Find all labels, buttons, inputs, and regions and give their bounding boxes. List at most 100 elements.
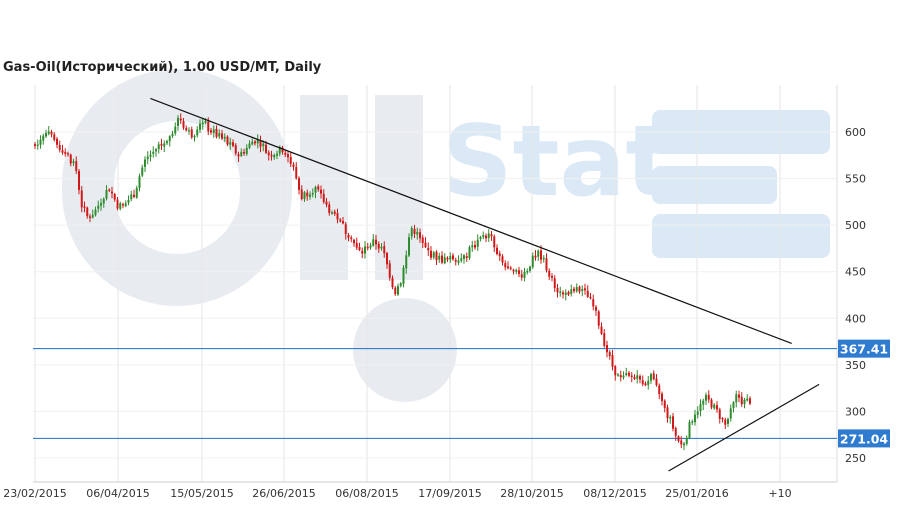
candle-body-133 [399, 283, 402, 286]
candle-246 [710, 398, 713, 410]
candle-body-97 [300, 189, 303, 200]
candle-body-12 [67, 153, 69, 155]
candle-7 [53, 132, 56, 142]
candle-body-54 [182, 121, 185, 128]
candle-172 [507, 261, 509, 270]
candle-body-174 [512, 269, 515, 272]
candle-body-36 [133, 194, 135, 197]
candle-136 [408, 233, 410, 258]
candle-22 [94, 206, 97, 217]
candle-164 [485, 233, 487, 243]
watermark-bar-3 [652, 214, 830, 258]
candle-body-233 [674, 428, 677, 436]
candle-body-258 [743, 399, 746, 404]
candle-body-84 [265, 144, 267, 153]
candle-body-221 [641, 380, 644, 385]
candle-257 [740, 392, 743, 407]
candle-74 [237, 151, 240, 162]
candle-body-124 [375, 239, 377, 245]
candle-27 [108, 188, 111, 193]
candle-205 [597, 309, 600, 329]
candle-body-69 [223, 136, 226, 139]
x-tick-label-3: 26/06/2015 [252, 487, 315, 500]
candle-6 [50, 129, 53, 138]
candle-128 [386, 251, 388, 269]
candle-body-103 [317, 186, 320, 190]
candle-197 [575, 283, 578, 293]
candle-64 [210, 127, 212, 135]
candle-body-81 [256, 139, 259, 144]
candle-body-30 [116, 199, 119, 209]
candle-165 [487, 229, 490, 243]
candle-216 [628, 370, 630, 378]
candle-25 [102, 197, 105, 208]
candle-80 [254, 140, 256, 146]
candle-body-162 [479, 237, 482, 239]
candle-24 [100, 198, 102, 211]
x-tick-label-9: +10 [768, 487, 791, 500]
candle-body-19 [86, 207, 89, 217]
candle-body-204 [595, 307, 597, 311]
candle-50 [171, 130, 174, 138]
candle-212 [617, 373, 619, 377]
candle-155 [460, 253, 463, 263]
candle-body-145 [432, 252, 435, 258]
candle-151 [449, 252, 452, 263]
candle-67 [218, 129, 221, 139]
candle-body-181 [531, 255, 534, 268]
candle-161 [476, 234, 479, 251]
candle-body-217 [630, 375, 633, 378]
candle-41 [146, 151, 149, 165]
candle-body-14 [72, 161, 75, 164]
candle-139 [416, 227, 419, 240]
candle-259 [746, 394, 749, 402]
candle-109 [333, 209, 336, 216]
candle-body-56 [188, 130, 190, 132]
candle-body-23 [97, 205, 100, 209]
candle-31 [119, 201, 122, 211]
candle-body-190 [556, 287, 559, 293]
candle-238 [688, 419, 691, 440]
candle-111 [339, 218, 342, 223]
candle-body-38 [138, 176, 141, 188]
candle-body-242 [699, 404, 702, 412]
candle-30 [116, 197, 119, 211]
candle-135 [405, 250, 408, 274]
candle-106 [325, 197, 328, 208]
candle-body-244 [705, 394, 707, 401]
candle-256 [738, 390, 740, 403]
candle-body-260 [749, 398, 751, 404]
grid-layer [33, 85, 838, 483]
candle-body-105 [322, 193, 325, 203]
candle-85 [267, 150, 270, 161]
candle-201 [586, 285, 589, 298]
candle-body-211 [614, 366, 617, 376]
candle-body-159 [471, 245, 474, 248]
candle-49 [168, 135, 171, 147]
candle-73 [234, 143, 237, 156]
candle-body-2 [39, 139, 42, 145]
candle-body-131 [394, 287, 397, 295]
candle-174 [512, 268, 515, 275]
candle-158 [468, 245, 471, 260]
candle-body-41 [146, 156, 149, 160]
candle-56 [188, 127, 190, 135]
candle-body-215 [625, 373, 628, 376]
candle-body-165 [487, 233, 490, 238]
candle-124 [375, 234, 377, 250]
candle-body-0 [34, 144, 36, 146]
candle-body-112 [342, 220, 344, 224]
candle-202 [589, 293, 592, 300]
candle-body-240 [694, 414, 696, 423]
candle-17 [80, 186, 83, 213]
candle-body-164 [485, 235, 487, 239]
candle-body-62 [204, 121, 207, 123]
y-tick-label-3: 400 [845, 312, 866, 325]
candle-body-151 [449, 255, 452, 260]
candle-181 [531, 252, 534, 269]
candle-131 [394, 286, 397, 296]
candle-185 [542, 255, 545, 263]
candle-10 [61, 144, 64, 155]
candle-body-75 [240, 151, 243, 156]
candle-162 [479, 235, 482, 242]
